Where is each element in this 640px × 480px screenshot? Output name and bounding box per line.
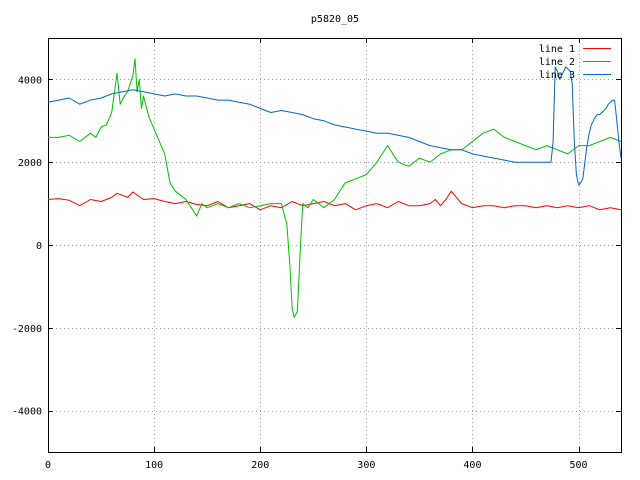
series-line-2	[48, 58, 622, 318]
series-line-1	[47, 190, 622, 211]
x-tick-label: 500	[570, 460, 588, 471]
plot-frame	[48, 38, 622, 453]
legend-label-1: line 1	[539, 44, 575, 55]
x-tick-label: 100	[145, 460, 163, 471]
y-tick-label: -4000	[12, 407, 42, 418]
x-tick-label: 400	[463, 460, 481, 471]
series-line-3	[47, 66, 622, 186]
y-tick-label: 4000	[18, 75, 42, 86]
y-tick-label: 2000	[18, 158, 42, 169]
series-lines	[47, 58, 622, 318]
legend-label-3: line 3	[539, 70, 575, 81]
x-tick-label: 300	[357, 460, 375, 471]
x-tick-label: 0	[45, 460, 51, 471]
legend-label-2: line 2	[539, 57, 575, 68]
y-tick-label: -2000	[12, 324, 42, 335]
y-tick-label: 0	[36, 241, 42, 252]
y-axis-tick-labels: -4000 -2000 0 2000 4000	[12, 75, 42, 417]
x-tick-label: 200	[251, 460, 269, 471]
legend: line 1 line 2 line 3	[539, 44, 611, 81]
grid-lines	[48, 38, 621, 452]
axis-ticks	[48, 38, 621, 452]
x-axis-tick-labels: 0 100 200 300 400 500	[45, 460, 588, 471]
chart-title: p5820_05	[311, 14, 359, 25]
